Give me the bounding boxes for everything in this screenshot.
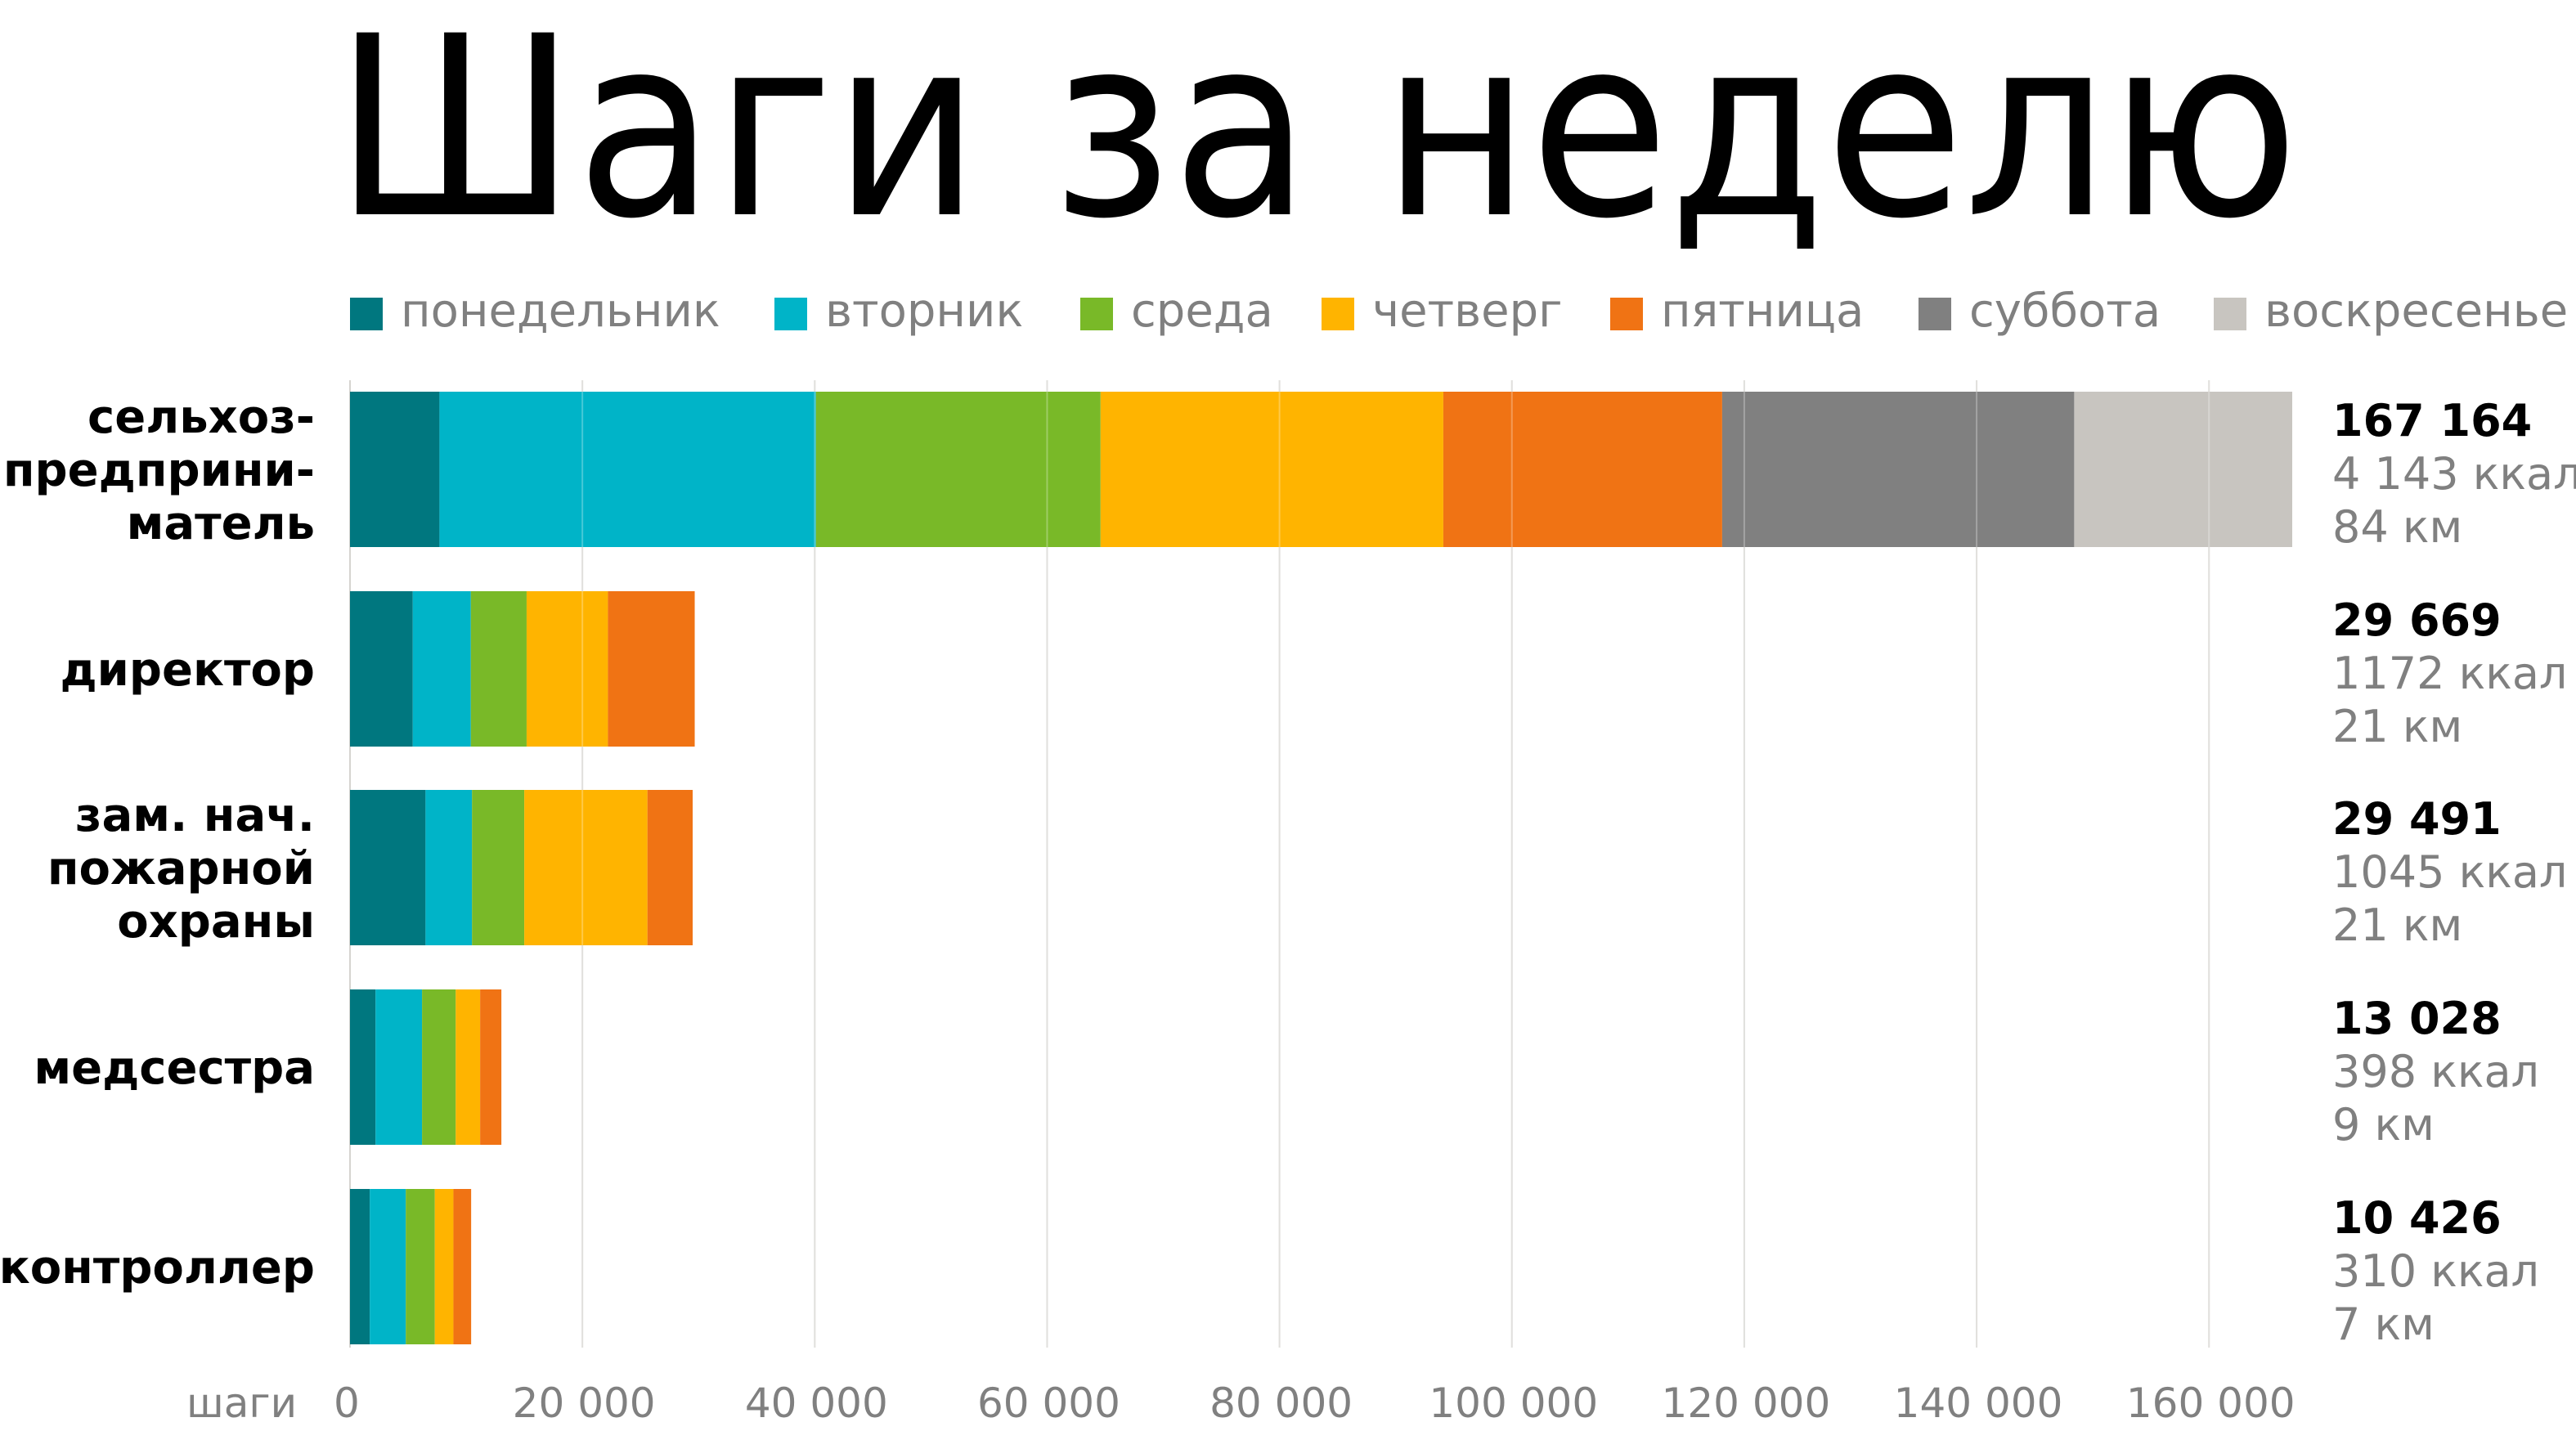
legend-label: четверг — [1372, 285, 1563, 338]
bar-segment — [480, 989, 502, 1145]
x-tick-label: 160 000 — [2126, 1379, 2296, 1427]
bar-segment — [439, 392, 816, 547]
total-km: 7 км — [2332, 1299, 2435, 1350]
x-tick-label: 120 000 — [1662, 1379, 1831, 1427]
bar-segment — [434, 1189, 454, 1344]
total-kcal: 4 143 ккал — [2332, 448, 2576, 500]
bar-segment — [406, 1189, 435, 1344]
bar-segment — [524, 790, 648, 945]
legend-swatch — [1919, 298, 1951, 330]
bar-segment — [1100, 392, 1443, 547]
bar-segment — [608, 591, 695, 747]
legend-item: четверг — [1322, 285, 1563, 338]
x-tick-label: 100 000 — [1429, 1379, 1598, 1427]
bar-segment — [425, 790, 473, 945]
bar-segment — [647, 790, 693, 945]
bar-group — [350, 591, 695, 747]
total-kcal: 1172 ккал — [2332, 648, 2567, 699]
x-tick-label: 60 000 — [977, 1379, 1120, 1427]
chart-title: Шаги за неделю — [334, 0, 2299, 273]
bar-segment — [526, 591, 608, 747]
category-label: медсестра — [34, 1042, 315, 1095]
bar-segment — [422, 989, 456, 1145]
legend-item: пятница — [1610, 285, 1864, 338]
bar-segment — [456, 989, 481, 1145]
bar-group — [350, 1189, 472, 1344]
total-kcal: 1045 ккал — [2332, 846, 2567, 898]
gridlines-over — [581, 380, 2210, 1348]
bar-segment — [412, 591, 471, 747]
x-tick-label: 0 — [334, 1379, 360, 1427]
total-steps: 13 028 — [2332, 993, 2502, 1044]
x-axis-label: шаги — [186, 1379, 297, 1427]
category-label: директор — [60, 644, 315, 697]
total-km: 84 км — [2332, 501, 2462, 553]
legend-label: понедельник — [401, 285, 720, 338]
category-label: сельхоз-предприни-матель — [3, 391, 315, 550]
bar-segment — [350, 989, 376, 1145]
x-tick-label: 140 000 — [1894, 1379, 2063, 1427]
bar-group — [350, 790, 693, 945]
x-tick-label: 40 000 — [745, 1379, 888, 1427]
bar-segment — [1443, 392, 1722, 547]
total-km: 9 км — [2332, 1099, 2435, 1151]
category-label: зам. нач. пожарной охраны — [47, 789, 315, 949]
total-steps: 29 491 — [2332, 793, 2502, 845]
bar-segment — [1721, 392, 2075, 547]
total-km: 21 км — [2332, 899, 2462, 951]
legend-label: пятница — [1661, 285, 1864, 338]
bar-segment — [453, 1189, 472, 1344]
x-axis: шаги 0 20 000 40 000 60 000 80 000 100 000 120… — [186, 1379, 2296, 1427]
total-steps: 10 426 — [2332, 1192, 2502, 1244]
legend-swatch — [1322, 298, 1354, 330]
legend-item: воскресенье — [2214, 285, 2568, 338]
total-steps: 167 164 — [2332, 395, 2532, 446]
bar-group — [350, 989, 502, 1145]
legend-swatch — [2214, 298, 2246, 330]
bar-segment — [350, 1189, 370, 1344]
bar-segment — [350, 790, 426, 945]
x-tick-label: 20 000 — [513, 1379, 656, 1427]
bar-segment — [470, 591, 527, 747]
total-kcal: 398 ккал — [2332, 1046, 2539, 1097]
legend-swatch — [1080, 298, 1113, 330]
bar-segment — [375, 989, 423, 1145]
legend-item: среда — [1080, 285, 1273, 338]
category-label: контроллер — [0, 1241, 315, 1294]
legend: понедельник вторник среда четверг пятница суб… — [350, 285, 2568, 338]
total-kcal: 310 ккал — [2332, 1245, 2539, 1297]
legend-swatch — [1610, 298, 1643, 330]
bar-segment — [815, 392, 1101, 547]
legend-item: вторник — [774, 285, 1023, 338]
legend-label: суббота — [1969, 285, 2161, 338]
legend-label: воскресенье — [2264, 285, 2568, 338]
x-tick-label: 80 000 — [1209, 1379, 1353, 1427]
legend-item: понедельник — [350, 285, 720, 338]
bar-segment — [472, 790, 525, 945]
bar-group — [350, 392, 2292, 547]
bars — [350, 392, 2292, 1344]
bar-segment — [370, 1189, 406, 1344]
total-km: 21 км — [2332, 701, 2462, 752]
category-labels: сельхоз-предприни-матель директор зам. нач… — [0, 391, 315, 1294]
bar-segment — [2074, 392, 2292, 547]
total-steps: 29 669 — [2332, 594, 2502, 646]
legend-swatch — [774, 298, 807, 330]
legend-label: вторник — [825, 285, 1023, 338]
legend-item: суббота — [1919, 285, 2161, 338]
bar-segment — [350, 591, 413, 747]
legend-label: среда — [1131, 285, 1273, 338]
legend-swatch — [350, 298, 383, 330]
bar-segment — [350, 392, 440, 547]
